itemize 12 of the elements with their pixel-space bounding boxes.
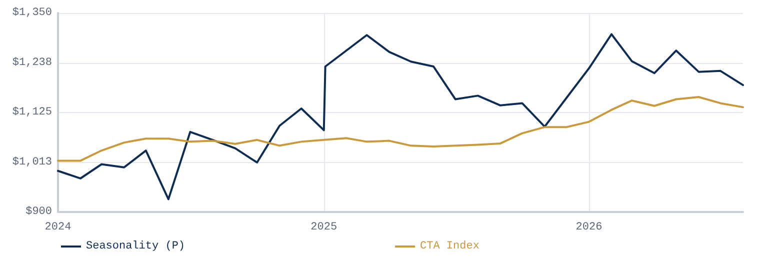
x-tick-label: 2024 (44, 222, 72, 234)
y-tick-label: $1,013 (12, 156, 52, 168)
y-tick-label: $900 (26, 206, 52, 218)
x-tick-label: 2026 (576, 222, 602, 234)
y-tick-label: $1,350 (12, 7, 52, 19)
y-tick-label: $1,125 (12, 106, 52, 118)
x-tick-label: 2025 (310, 222, 338, 234)
legend-label: CTA Index (420, 240, 480, 252)
legend-label: Seasonality (P) (86, 240, 186, 252)
y-tick-label: $1,238 (12, 56, 52, 69)
line-series (57, 96, 744, 162)
line-series (57, 33, 744, 200)
